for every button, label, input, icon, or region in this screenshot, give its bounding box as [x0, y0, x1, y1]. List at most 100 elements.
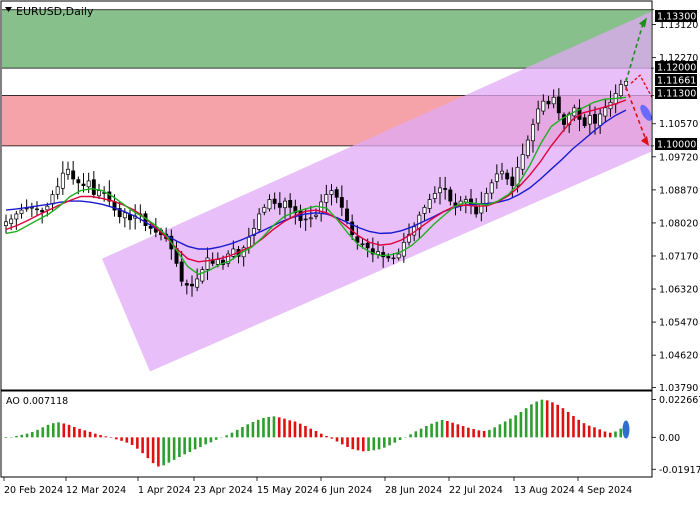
ao-tick-label: 0.00 [659, 433, 680, 444]
candle-body [148, 225, 153, 229]
ma-slow-line [5, 109, 627, 250]
ao-histogram [4, 399, 630, 467]
ao-current-marker-icon [622, 420, 630, 439]
price-tick-label: 1.10570 [659, 119, 698, 130]
candle-body [122, 212, 127, 219]
candle-body [14, 213, 19, 220]
date-tick-label: 4 Sep 2024 [578, 485, 632, 496]
candle-body [60, 172, 65, 189]
date-axis: 20 Feb 2024 12 Mar 2024 1 Apr 2024 23 Apr 2… [3, 477, 632, 496]
candle-body [556, 96, 561, 114]
date-tick-label: 15 May 2024 [257, 485, 319, 496]
price-tick-label: 1.05470 [659, 318, 698, 329]
candle-body [365, 242, 370, 249]
candle-body [531, 124, 535, 142]
date-tick-label: 23 Apr 2024 [194, 485, 253, 496]
candle-body [587, 115, 592, 125]
candle-body [551, 96, 556, 105]
candle-body [40, 210, 45, 213]
ao-tick-label: 0.022667 [659, 395, 700, 406]
candle-body [293, 206, 298, 214]
price-tick-label: 1.06320 [659, 285, 698, 296]
candle-body [9, 218, 14, 224]
candle-body [624, 80, 628, 86]
candle-body [474, 205, 479, 215]
candle-body [562, 114, 566, 125]
chevron-down-icon[interactable] [5, 7, 12, 12]
chart-title[interactable]: EURUSD,Daily [5, 5, 94, 18]
candle-body [391, 257, 396, 260]
candle-body [427, 199, 432, 209]
date-tick-label: 12 Mar 2024 [66, 485, 126, 496]
candle-body [257, 213, 262, 230]
arrow-up-head-icon [639, 17, 647, 28]
candle-body [179, 261, 184, 282]
candle-body [215, 259, 220, 265]
candle-body [484, 193, 489, 205]
candle-body [55, 186, 60, 195]
candle-body [195, 278, 200, 288]
candle-body [128, 214, 132, 221]
price-axis: 1.13120 1.12270 1.10570 1.09720 1.08870 1.080… [652, 20, 698, 394]
candle-body [443, 188, 448, 190]
ma-mid-line [5, 99, 627, 263]
bull-target-zone [2, 9, 651, 69]
candle-body [190, 283, 194, 287]
candle-body [536, 108, 541, 124]
candle-body [593, 114, 597, 124]
price-tick-label: 1.12270 [659, 53, 698, 64]
date-tick-label: 22 Jul 2024 [449, 485, 503, 496]
trend-channel [102, 11, 651, 372]
candle-body [91, 179, 96, 195]
candle-body [494, 173, 499, 182]
candle-body [386, 256, 391, 259]
level-target-label: 1.13300 [657, 12, 696, 23]
ma-fast-line [5, 96, 627, 276]
candle-body [76, 179, 81, 184]
candle-body [324, 194, 329, 203]
candle-body [396, 253, 401, 259]
candle-body [303, 218, 308, 221]
candle-body [4, 221, 8, 226]
candle-body [45, 205, 50, 211]
price-tick-label: 1.09720 [659, 152, 698, 163]
candle-body [582, 117, 587, 127]
level-resistance-label: 1.12000 [657, 63, 696, 74]
level-labels: 1.13300 1.12000 1.11661 1.11300 1.10000 [655, 10, 697, 151]
candle-body [97, 190, 101, 197]
forecast-marker-icon [640, 104, 652, 121]
candle-body [525, 139, 530, 156]
main-chart-frame [0, 0, 653, 391]
candle-body [520, 154, 525, 170]
candle-body [262, 207, 267, 213]
candle-body [81, 183, 86, 186]
candle-body [438, 187, 442, 194]
date-tick-label: 13 Aug 2024 [514, 485, 575, 496]
candle-body [252, 228, 256, 236]
candle-body [541, 100, 546, 112]
forecast-mid-path [630, 74, 653, 98]
candle-body [117, 208, 122, 218]
candle-body [370, 248, 375, 255]
price-tick-label: 1.03790 [659, 383, 698, 394]
candle-body [334, 189, 339, 198]
candle-body [360, 243, 365, 246]
bearish-forecast-arrow [625, 87, 647, 141]
candle-body [505, 172, 510, 180]
candle-body [515, 166, 520, 187]
candle-body [226, 253, 231, 264]
price-tick-label: 1.04620 [659, 351, 698, 362]
candle-body [277, 202, 282, 208]
ao-title: AO 0.007118 [6, 396, 68, 407]
candle-body [314, 214, 318, 217]
arrow-down-head-icon [641, 135, 649, 146]
candle-body [308, 217, 313, 220]
date-tick-label: 20 Feb 2024 [4, 485, 63, 496]
date-tick-label: 28 Jun 2024 [385, 485, 442, 496]
candle-body [107, 191, 112, 202]
candle-body [288, 200, 293, 208]
candle-body [272, 198, 277, 204]
